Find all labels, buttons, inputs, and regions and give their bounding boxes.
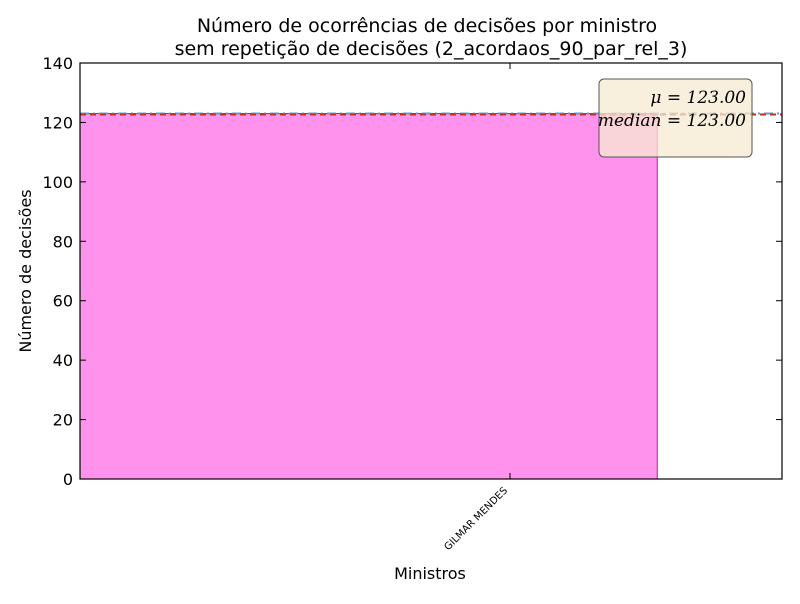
x-axis-label: Ministros (394, 564, 466, 583)
stats-median-label: median = 123.00 (598, 111, 746, 131)
plot-frame (79, 62, 783, 480)
y-tick-label: 120 (42, 113, 73, 132)
y-tick-label: 40 (53, 351, 73, 370)
bars-layer (79, 113, 658, 480)
x-tick-label: GILMAR MENDES (442, 485, 510, 553)
y-tick-label: 100 (42, 173, 73, 192)
y-tick-label: 20 (53, 411, 73, 430)
y-axis: 0 20 40 60 80 100 120 140 (42, 54, 782, 489)
chart-title-line-2: sem repetição de decisões (2_acordaos_90… (175, 38, 688, 60)
y-tick-label: 60 (53, 292, 73, 311)
y-tick-label: 140 (42, 54, 73, 73)
y-tick-label: 80 (53, 232, 73, 251)
stats-mean-label: μ = 123.00 (650, 88, 746, 108)
stats-box-background (598, 78, 753, 158)
chart-title-line-1: Número de ocorrências de decisões por mi… (197, 15, 657, 37)
y-axis-label: Número de decisões (16, 189, 35, 352)
bar-gilmar-mendes (79, 113, 658, 480)
stats-box: μ = 123.00 median = 123.00 (598, 78, 753, 158)
y-tick-label: 0 (63, 470, 73, 489)
